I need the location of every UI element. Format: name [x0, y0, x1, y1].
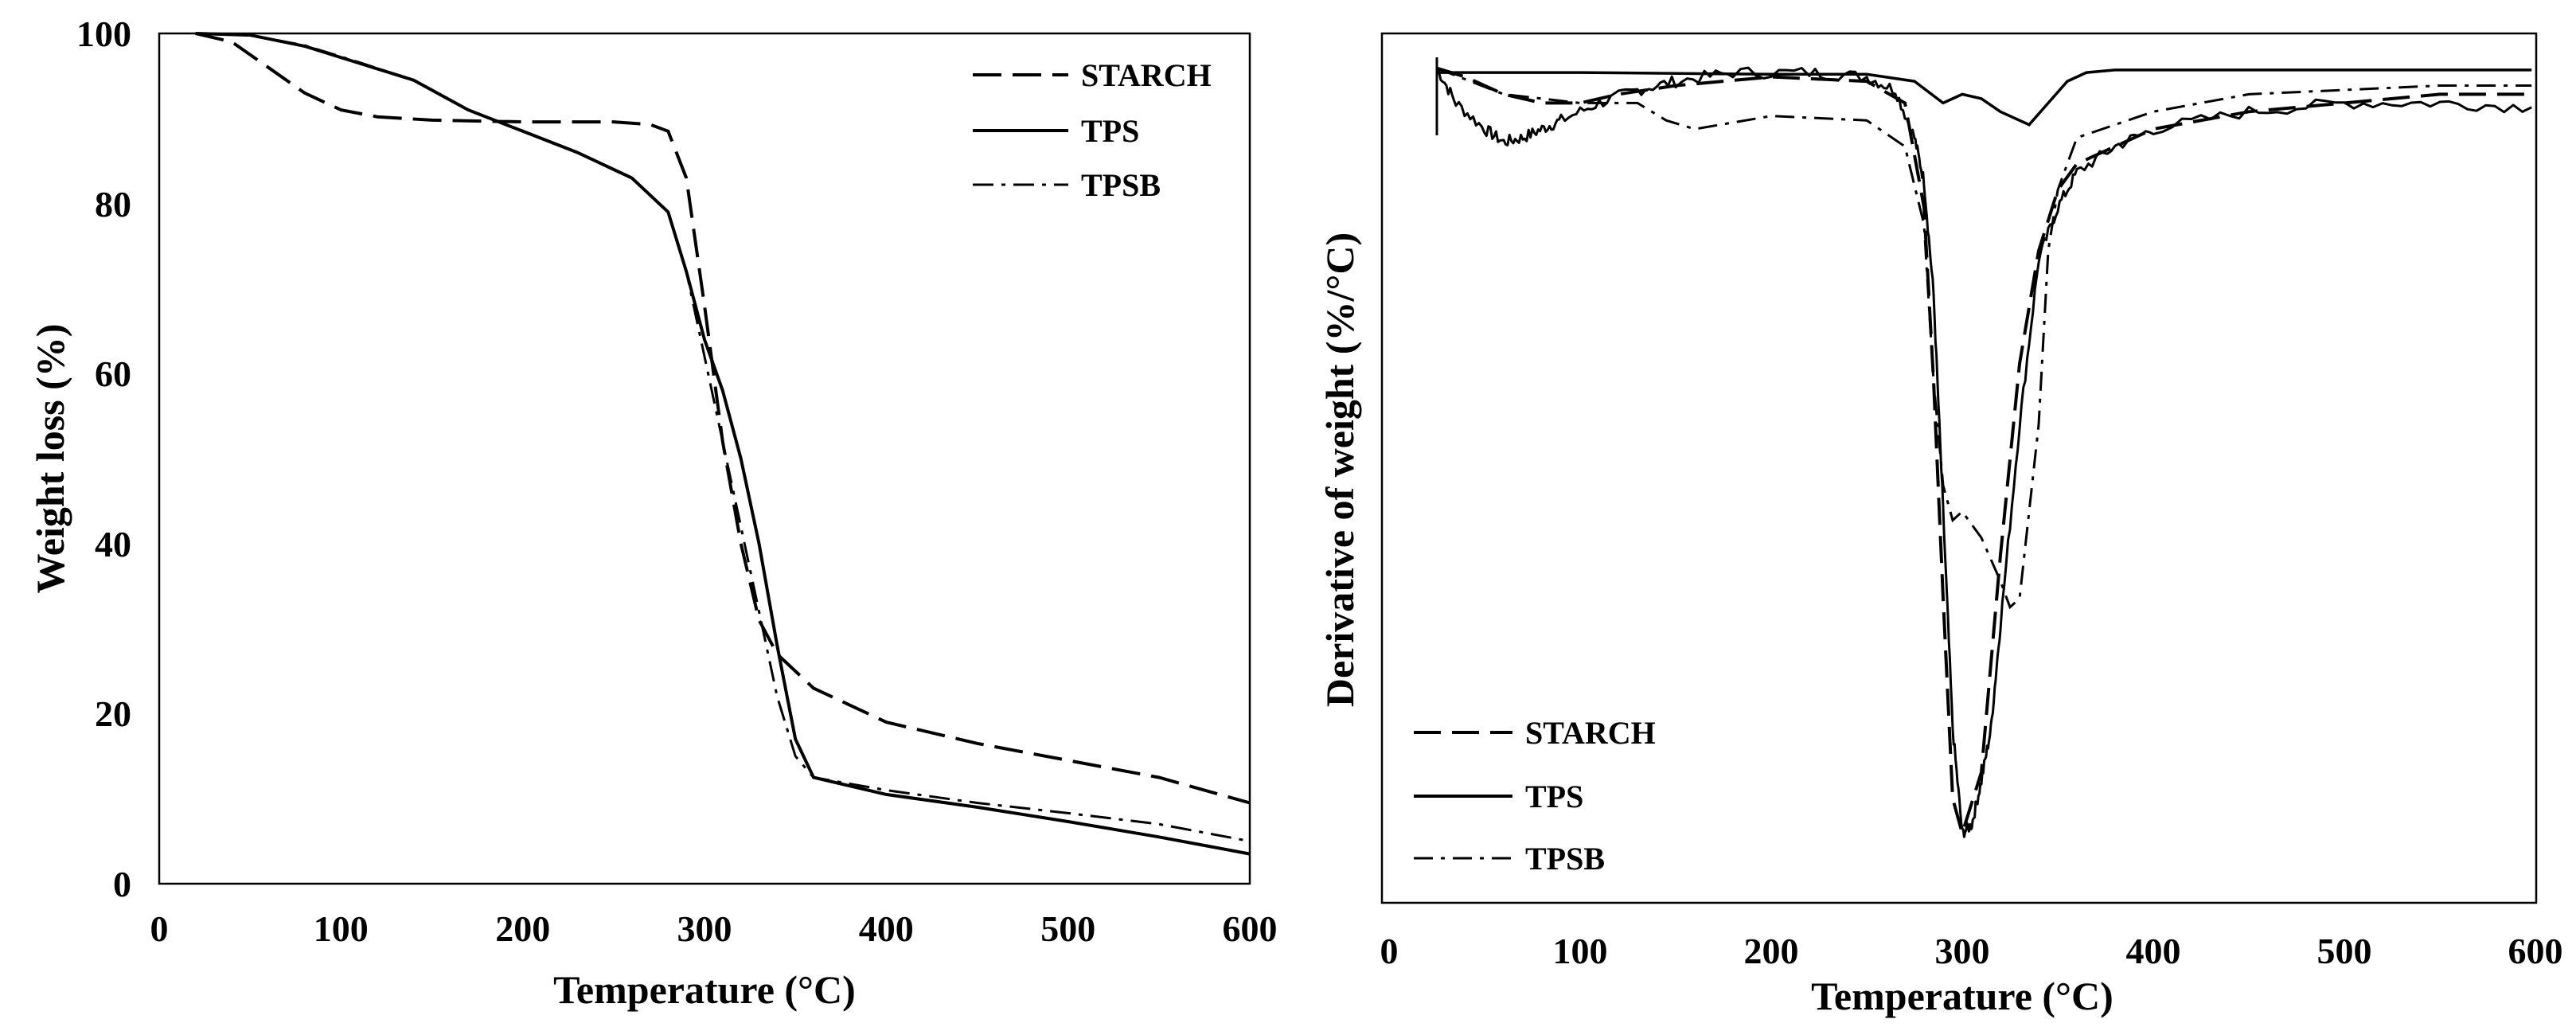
tga-y-tick-80: 80 [95, 184, 131, 225]
tga-x-tick-labels: 0 100 200 300 400 500 600 [150, 908, 1278, 949]
tga-x-tick-500: 500 [1040, 908, 1095, 949]
dtg-x-axis-title: Temperature (°C) [1811, 974, 2113, 1018]
dtg-series-line-tpsb [1436, 67, 2532, 610]
dtg-x-tick-300: 300 [1935, 931, 1990, 971]
tga-y-tick-40: 40 [95, 524, 131, 564]
dtg-x-tick-600: 600 [2508, 931, 2563, 971]
tga-x-tick-300: 300 [677, 908, 732, 949]
dtg-series-line-tps [1437, 68, 2532, 127]
tga-y-axis-title: Weight loss (%) [28, 324, 72, 594]
tga-y-tick-labels: 0 20 40 60 80 100 [76, 14, 131, 904]
dtg-series-line-noisy [1435, 66, 2532, 838]
dtg-series-line-starch [1436, 66, 2532, 839]
dtg-x-tick-500: 500 [2317, 931, 2372, 971]
dtg-x-tick-100: 100 [1553, 931, 1608, 971]
tga-y-tick-60: 60 [95, 353, 131, 394]
dtg-legend: STARCH TPS TPSB [1414, 715, 1656, 877]
dtg-chart: 0 100 200 300 400 500 600 Temperature (°… [1317, 32, 2563, 1018]
tga-x-tick-600: 600 [1223, 908, 1278, 949]
dtg-x-tick-labels: 0 100 200 300 400 500 600 [1380, 931, 2563, 971]
tga-legend-label-tpsb: TPSB [1081, 167, 1161, 203]
tga-y-tick-20: 20 [95, 693, 131, 734]
tga-x-tick-0: 0 [150, 908, 169, 949]
tga-x-tick-200: 200 [495, 908, 550, 949]
tga-legend: STARCH TPS TPSB [973, 57, 1212, 203]
dtg-legend-label-tps: TPS [1525, 779, 1583, 814]
dtg-y-axis-title: Derivative of weight (%/°C) [1317, 232, 1362, 707]
dtg-x-tick-400: 400 [2126, 931, 2181, 971]
tga-plot-frame [158, 32, 1251, 885]
tga-legend-label-starch: STARCH [1081, 57, 1212, 93]
dtg-x-tick-200: 200 [1744, 931, 1799, 971]
tga-series-line-starch [195, 32, 1251, 805]
dtg-x-tick-0: 0 [1380, 931, 1399, 971]
tga-legend-label-tps: TPS [1081, 113, 1139, 149]
tga-chart: 0 100 200 300 400 500 600 0 20 40 60 80 … [28, 14, 1278, 1012]
dtg-legend-label-tpsb: TPSB [1525, 841, 1605, 877]
tga-series-line-tpsb [195, 32, 1251, 843]
tga-y-tick-100: 100 [76, 14, 131, 54]
tga-x-axis-title: Temperature (°C) [553, 967, 856, 1012]
tga-x-tick-400: 400 [859, 908, 914, 949]
dtg-legend-label-starch: STARCH [1525, 715, 1656, 751]
dtg-plot-frame [1380, 32, 2538, 904]
tga-series-group [195, 32, 1251, 856]
dtg-series-group [1435, 66, 2532, 839]
tga-x-tick-100: 100 [314, 908, 369, 949]
tga-y-tick-0: 0 [113, 864, 131, 904]
